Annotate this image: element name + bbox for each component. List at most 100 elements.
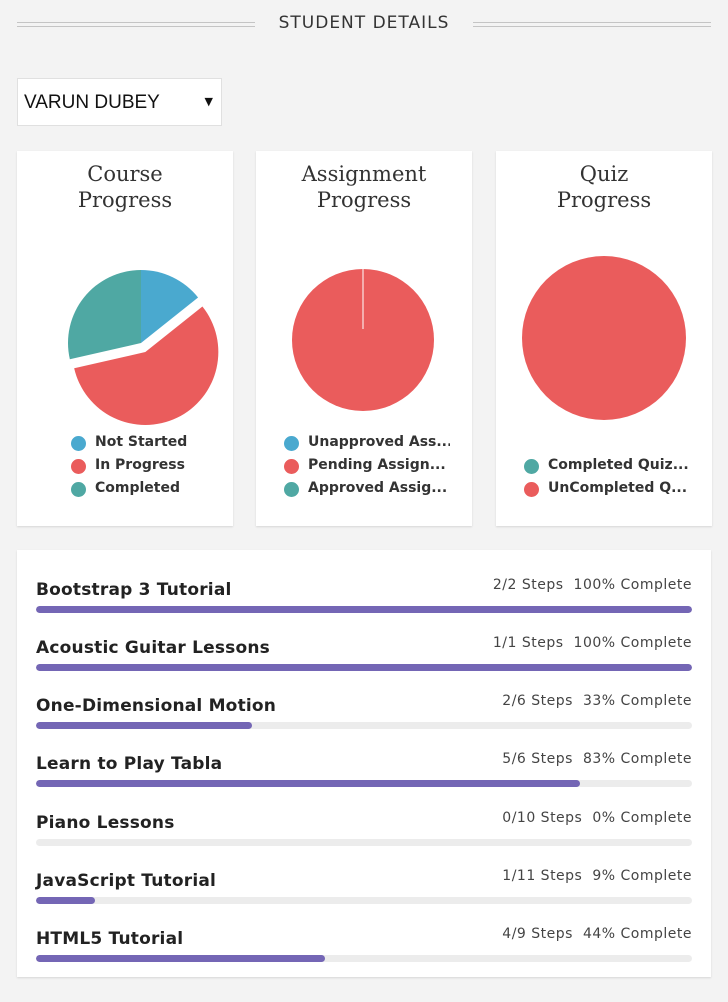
page-title: STUDENT DETAILS [278, 13, 450, 33]
course-steps: 2/2 Steps [492, 577, 564, 593]
progress-fill [36, 897, 96, 904]
course-name[interactable]: Bootstrap 3 Tutorial [36, 580, 232, 600]
card-title: Assignment Progress [256, 161, 472, 213]
legend-item[interactable]: Completed Quiz... [524, 456, 690, 476]
progress-track [36, 897, 692, 904]
progress-track [36, 780, 692, 787]
legend-dot [524, 482, 539, 497]
course-stats: 5/6 Steps 83% Complete [502, 751, 692, 767]
card-title-line1: Course [87, 162, 163, 186]
pie-slice-completed[interactable] [67, 270, 141, 360]
course-steps: 5/6 Steps [502, 751, 573, 767]
legend-label: Pending Assign... [308, 457, 446, 473]
student-select[interactable]: VARUN DUBEY ▼ [17, 78, 222, 126]
course-percent: 100% Complete [573, 577, 692, 593]
progress-fill [36, 606, 692, 613]
legend-dot [71, 482, 86, 497]
card-title-line2: Progress [556, 188, 652, 212]
quiz-progress-card: Quiz Progress Completed Quiz... UnComple… [496, 151, 712, 526]
course-percent: 0% Complete [592, 810, 692, 826]
course-progress-list: Bootstrap 3 Tutorial 2/2 Steps 100% Compl… [17, 550, 711, 977]
course-steps: 4/9 Steps [502, 926, 573, 942]
course-steps: 1/1 Steps [492, 635, 564, 651]
header-rule-right [473, 22, 711, 27]
course-progress-card: Course Progress Not Started In Progress … [17, 151, 233, 526]
course-name[interactable]: HTML5 Tutorial [36, 929, 184, 949]
legend-label: Not Started [95, 434, 188, 450]
legend-item[interactable]: Not Started [71, 433, 231, 453]
course-row[interactable]: JavaScript Tutorial 1/11 Steps 9% Complet… [36, 863, 692, 904]
quiz-progress-pie [522, 256, 686, 420]
progress-fill [36, 955, 325, 962]
legend-dot [284, 436, 299, 451]
legend-item[interactable]: Approved Assig... [284, 479, 450, 499]
legend-item[interactable]: Unapproved Ass... [284, 433, 450, 453]
course-name[interactable]: Piano Lessons [36, 813, 175, 833]
course-percent: 100% Complete [573, 635, 692, 651]
course-row[interactable]: HTML5 Tutorial 4/9 Steps 44% Complete [36, 921, 692, 962]
page-header: STUDENT DETAILS [0, 0, 728, 52]
course-name[interactable]: One-Dimensional Motion [36, 696, 277, 716]
course-row[interactable]: Piano Lessons 0/10 Steps 0% Complete [36, 805, 692, 846]
card-title-line2: Progress [77, 188, 173, 212]
course-steps: 0/10 Steps [502, 810, 583, 826]
progress-fill [36, 664, 692, 671]
student-select-value: VARUN DUBEY [24, 92, 160, 113]
course-name[interactable]: JavaScript Tutorial [36, 871, 217, 891]
course-row[interactable]: Learn to Play Tabla 5/6 Steps 83% Complet… [36, 746, 692, 787]
course-percent: 44% Complete [582, 926, 692, 942]
card-title: Quiz Progress [496, 161, 712, 213]
legend-item[interactable]: Completed [71, 479, 231, 499]
legend-label: UnCompleted Q... [548, 480, 688, 496]
legend-label: Completed Quiz... [548, 457, 689, 473]
assignment-progress-card: Assignment Progress Unapproved Ass... Pe… [256, 151, 472, 526]
legend-item[interactable]: UnCompleted Q... [524, 479, 690, 499]
legend-dot [524, 459, 539, 474]
course-name[interactable]: Acoustic Guitar Lessons [36, 638, 270, 658]
legend-label: Approved Assig... [308, 480, 448, 496]
progress-track [36, 664, 692, 671]
progress-track [36, 839, 692, 846]
course-steps: 2/6 Steps [502, 693, 573, 709]
dropdown-arrow-icon: ▼ [204, 95, 213, 108]
pie-slice-in-progress[interactable] [74, 306, 219, 426]
legend-dot [71, 459, 86, 474]
course-progress-pie [67, 270, 219, 426]
legend-label: Completed [95, 480, 181, 496]
course-percent: 33% Complete [582, 693, 692, 709]
course-row[interactable]: One-Dimensional Motion 2/6 Steps 33% Comp… [36, 688, 692, 729]
progress-track [36, 955, 692, 962]
pie-slice-uncompleted-q[interactable] [522, 256, 686, 420]
course-row[interactable]: Bootstrap 3 Tutorial 2/2 Steps 100% Compl… [36, 572, 692, 613]
course-steps: 1/11 Steps [502, 868, 583, 884]
pie-slice-pending-assign[interactable] [292, 269, 434, 411]
legend-item[interactable]: Pending Assign... [284, 456, 450, 476]
assignment-progress-pie [292, 269, 434, 411]
legend-dot [71, 436, 86, 451]
card-title-line1: Quiz [579, 162, 629, 186]
card-title-line2: Progress [316, 188, 412, 212]
card-title-line1: Assignment [301, 162, 427, 186]
card-title: Course Progress [17, 161, 233, 213]
pie-slice-not-started[interactable] [141, 270, 199, 343]
course-stats: 1/1 Steps 100% Complete [493, 635, 692, 651]
course-stats: 2/2 Steps 100% Complete [493, 577, 692, 593]
course-stats: 1/11 Steps 9% Complete [502, 868, 692, 884]
course-row[interactable]: Acoustic Guitar Lessons 1/1 Steps 100% Co… [36, 630, 692, 671]
progress-fill [36, 722, 253, 729]
legend-dot [284, 459, 299, 474]
legend-label: In Progress [95, 457, 185, 473]
header-rule-left [17, 22, 255, 27]
course-name[interactable]: Learn to Play Tabla [36, 754, 223, 774]
course-stats: 4/9 Steps 44% Complete [502, 926, 692, 942]
legend-item[interactable]: In Progress [71, 456, 231, 476]
legend-label: Unapproved Ass... [308, 434, 450, 450]
course-percent: 9% Complete [592, 868, 692, 884]
course-percent: 83% Complete [582, 751, 692, 767]
course-stats: 2/6 Steps 33% Complete [502, 693, 692, 709]
progress-track [36, 722, 692, 729]
progress-track [36, 606, 692, 613]
course-stats: 0/10 Steps 0% Complete [502, 810, 692, 826]
progress-fill [36, 780, 581, 787]
legend-dot [284, 482, 299, 497]
